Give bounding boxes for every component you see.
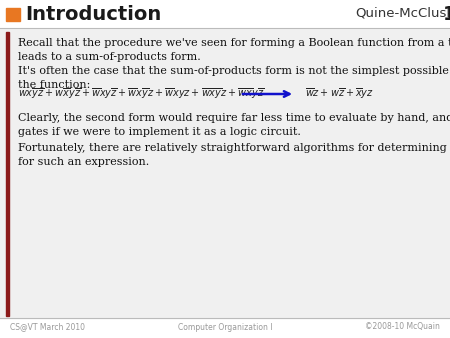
Text: $wx\overline{y}\overline{z}+w\overline{x}y\overline{z}+\overline{w}xy\overline{z: $wx\overline{y}\overline{z}+w\overline{x… — [18, 87, 265, 101]
Text: Recall that the procedure we've seen for forming a Boolean function from a truth: Recall that the procedure we've seen for… — [18, 38, 450, 62]
Text: $\overline{w}z+w\overline{z}+\overline{x}yz$: $\overline{w}z+w\overline{z}+\overline{x… — [305, 87, 374, 101]
Bar — [6, 32, 9, 316]
Text: CS@VT March 2010: CS@VT March 2010 — [10, 322, 85, 332]
Text: Clearly, the second form would require far less time to evaluate by hand, and fa: Clearly, the second form would require f… — [18, 113, 450, 137]
Text: Quine-McCluskey: Quine-McCluskey — [355, 7, 450, 21]
Bar — [0, 28, 450, 318]
Text: Fortunately, there are relatively straightforward algorithms for determining a m: Fortunately, there are relatively straig… — [18, 143, 450, 167]
Text: 1: 1 — [443, 4, 450, 24]
Text: ©2008-10 McQuain: ©2008-10 McQuain — [365, 322, 440, 332]
Text: Introduction: Introduction — [25, 4, 161, 24]
Bar — [6, 8, 20, 21]
Text: Computer Organization I: Computer Organization I — [178, 322, 272, 332]
Bar — [0, 0, 450, 28]
Text: It's often the case that the sum-of-products form is not the simplest possible e: It's often the case that the sum-of-prod… — [18, 66, 450, 90]
